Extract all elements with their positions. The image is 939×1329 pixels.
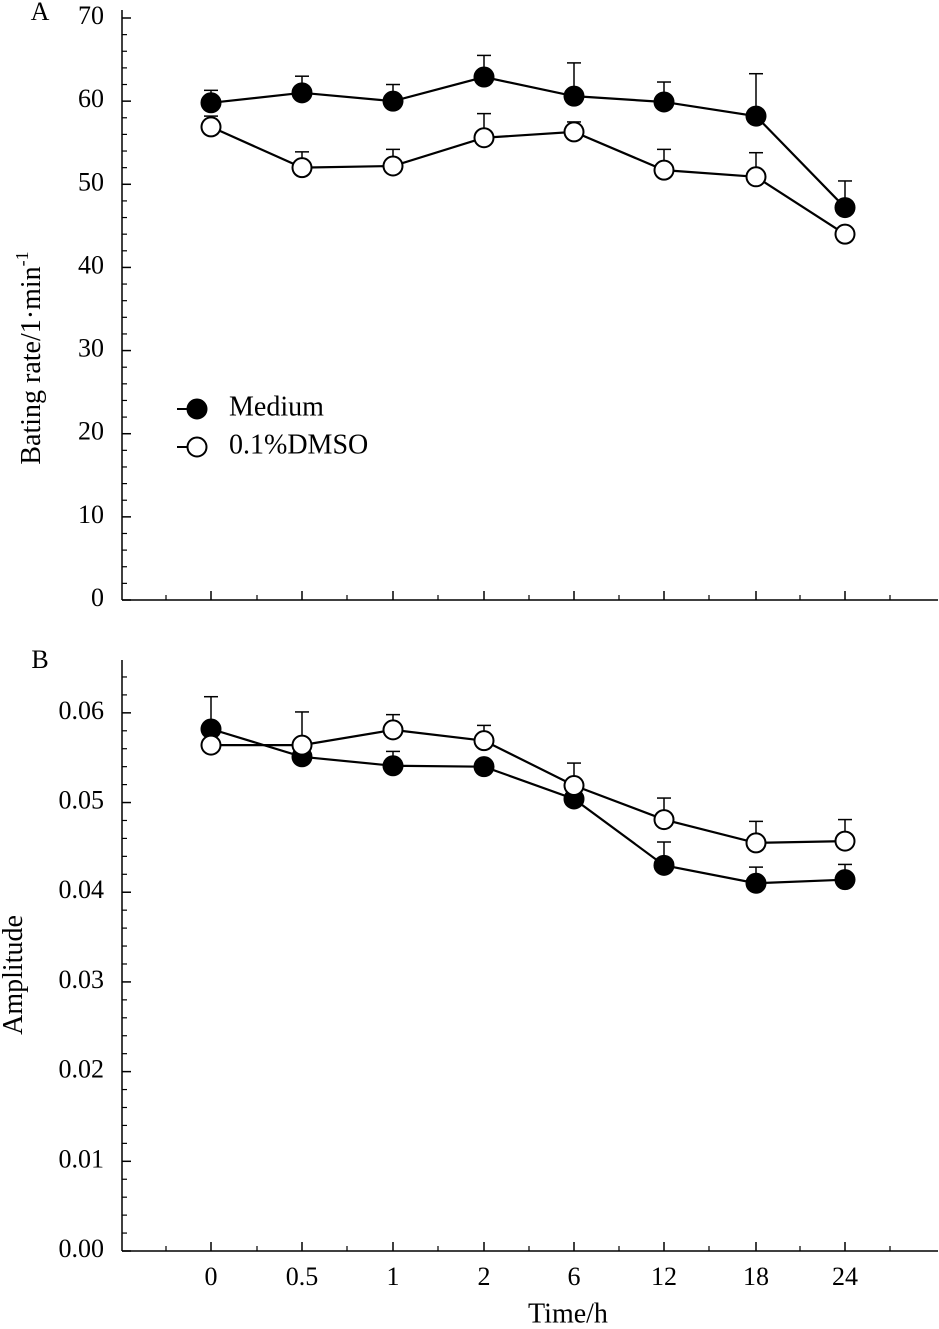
data-point-medium — [200, 92, 222, 114]
data-point-medium — [382, 90, 404, 112]
x-tick-label: 2 — [478, 1262, 491, 1291]
series-line — [211, 728, 846, 845]
data-point-medium — [745, 872, 767, 894]
data-point-dmso — [473, 127, 495, 149]
data-point-dmso — [291, 734, 313, 756]
y-tick-label: 50 — [78, 167, 104, 196]
data-point-dmso — [653, 809, 675, 831]
y-axis-label-superscript: -1 — [12, 251, 32, 266]
y-tick-label: 20 — [78, 417, 104, 446]
data-point-dmso — [834, 830, 856, 852]
series-line — [210, 125, 846, 236]
data-point-medium — [473, 66, 495, 88]
y-tick-label: 40 — [78, 250, 104, 279]
data-point-medium — [653, 91, 675, 113]
chart-panel-a: A 0 10 20 30 40 50 60 70 Bating rate/1·min-1 Mediu… — [12, 0, 938, 612]
y-tick-label: 10 — [78, 500, 104, 529]
data-point-medium — [382, 755, 404, 777]
y-tick-label: 30 — [78, 334, 104, 363]
y-tick-label: 0.02 — [59, 1055, 105, 1084]
data-point-medium — [745, 105, 767, 127]
series-medium — [204, 695, 852, 885]
x-tick-label: 24 — [832, 1262, 858, 1291]
data-point-dmso — [473, 730, 495, 752]
data-point-medium — [563, 85, 585, 107]
y-tick-label: 0.00 — [59, 1234, 105, 1263]
data-point-medium — [473, 756, 495, 778]
legend-marker — [186, 436, 208, 458]
x-tick-label: 18 — [743, 1262, 769, 1291]
x-tick-label: 6 — [568, 1262, 581, 1291]
x-tick-label: 0 — [205, 1262, 218, 1291]
data-point-dmso — [834, 223, 856, 245]
legend-label: 0.1%DMSO — [229, 429, 368, 460]
legend: Medium 0.1%DMSO — [177, 391, 368, 460]
x-tick-label: 0.5 — [286, 1262, 319, 1291]
y-tick-label: 60 — [78, 84, 104, 113]
y-axis-label: Bating rate/1·min-1 — [12, 251, 47, 464]
data-point-medium — [653, 854, 675, 876]
series-line — [210, 727, 846, 885]
chart-panel-b: B0.000.010.020.030.040.050.060 0.5 1 2 6 12 18… — [0, 645, 938, 1329]
y-tick-label: 0.04 — [59, 875, 105, 904]
y-axis-label: Amplitude — [0, 915, 29, 1035]
data-point-dmso — [291, 157, 313, 179]
y-axis-label-text: Bating rate/1·min — [16, 266, 47, 464]
y-tick-label: 0.06 — [59, 696, 105, 725]
data-point-dmso — [200, 116, 222, 138]
y-tick-label: 0 — [91, 583, 104, 612]
data-point-dmso — [200, 734, 222, 756]
data-point-dmso — [745, 166, 767, 188]
data-point-medium — [291, 82, 313, 104]
y-tick-label: 0.03 — [59, 965, 105, 994]
data-point-dmso — [563, 121, 585, 143]
data-point-medium — [834, 197, 856, 219]
data-point-dmso — [745, 832, 767, 854]
y-tick-label: 0.05 — [59, 786, 105, 815]
y-tick-label: 0.01 — [59, 1144, 105, 1173]
y-axis-label-text: Amplitude — [0, 915, 29, 1035]
legend-label: Medium — [229, 391, 324, 422]
y-tick-label: 70 — [78, 1, 104, 30]
series-line — [210, 75, 846, 209]
data-point-dmso — [382, 155, 404, 177]
x-axis-label: Time/h — [528, 1298, 608, 1329]
data-point-dmso — [563, 774, 585, 796]
panel-label: B — [31, 645, 48, 674]
series-dmso — [211, 711, 852, 845]
data-point-dmso — [382, 719, 404, 741]
data-point-dmso — [653, 159, 675, 181]
x-tick-label: 12 — [651, 1262, 677, 1291]
data-point-medium — [834, 869, 856, 891]
x-tick-label: 1 — [387, 1262, 400, 1291]
panel-label: A — [31, 0, 50, 26]
legend-marker — [186, 398, 208, 420]
